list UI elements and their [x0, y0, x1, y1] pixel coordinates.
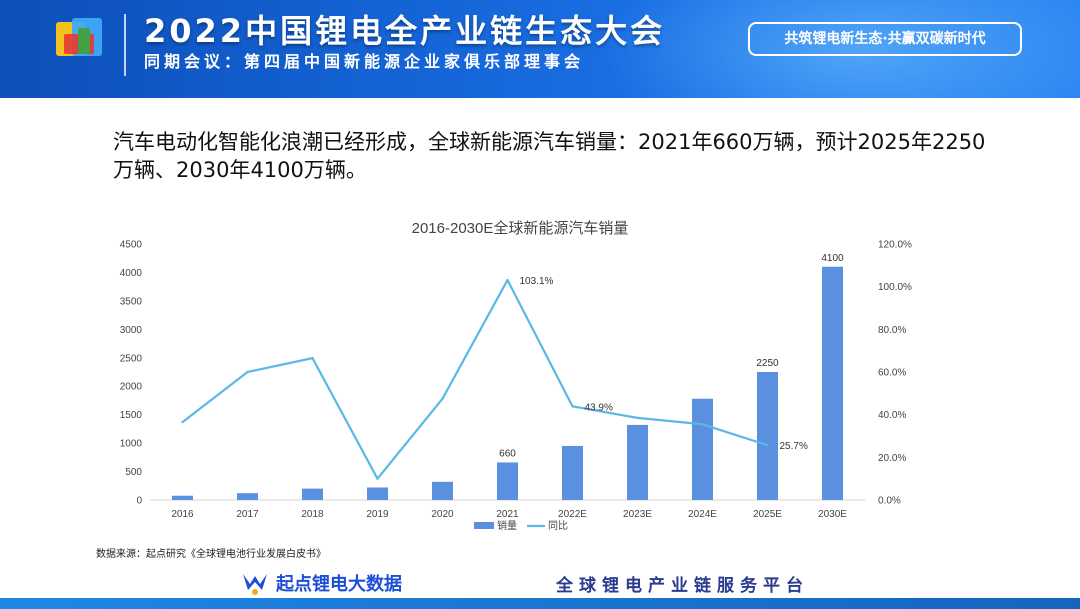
growth-point-2024E [701, 423, 704, 426]
bar-2030E [822, 266, 843, 500]
x-tick-label: 2019 [366, 509, 389, 520]
growth-point-2020 [441, 397, 444, 400]
y-left-tick-label: 1500 [120, 410, 143, 421]
header-glow [600, 0, 1080, 98]
platform-slogan: 全球锂电产业链服务平台 [556, 576, 809, 596]
sales-chart: 2016-2030E全球新能源汽车销量 0 500 1000 1500 2000 2500 3… [120, 219, 912, 532]
y-left-tick-label: 0 [136, 496, 142, 507]
y-right-tick-label: 100.0% [878, 282, 912, 293]
bar-data-label: 4100 [821, 253, 844, 264]
growth-point-2021 [506, 278, 509, 282]
bar-2016 [172, 495, 193, 500]
line-data-label: 25.7% [780, 441, 808, 452]
x-tick-label: 2021 [496, 509, 519, 520]
bar-data-label: 2250 [756, 358, 779, 369]
bar-2021 [497, 462, 518, 500]
x-tick-label: 2023E [623, 509, 652, 520]
footer-bar [0, 598, 1080, 609]
y-left-tick-label: 4500 [120, 240, 143, 251]
growth-line [181, 278, 768, 480]
growth-point-2016 [181, 420, 184, 424]
x-tick-label: 2030E [818, 509, 847, 520]
y-left-tick-label: 2000 [120, 382, 143, 393]
chart-title: 2016-2030E全球新能源汽车销量 [412, 219, 629, 237]
legend-bar-label: 销量 [497, 519, 517, 532]
x-tick-label: 2024E [688, 509, 717, 520]
bar-2017 [237, 493, 258, 500]
data-source-note: 数据来源：起点研究《全球锂电池行业发展白皮书》 [96, 549, 326, 560]
bar-2023E [627, 424, 648, 500]
y-left-tick-label: 500 [125, 467, 142, 478]
line-data-label: 103.1% [520, 276, 554, 287]
bar-2020 [432, 481, 453, 500]
growth-point-2023E [636, 416, 639, 420]
brand-name: 起点锂电大数据 [276, 574, 402, 595]
y-right-tick-label: 60.0% [878, 368, 906, 379]
conference-logo-icon [56, 18, 104, 62]
conference-subtitle: 同期会议：第四届中国新能源企业家俱乐部理事会 [144, 52, 585, 71]
bar-2022E [562, 445, 583, 500]
x-tick-label: 2018 [301, 509, 324, 520]
y-left-tick-label: 3000 [120, 325, 143, 336]
y-left-tick-label: 1000 [120, 439, 143, 450]
x-tick-label: 2017 [236, 509, 259, 520]
header-banner: 2022中国锂电全产业链生态大会 同期会议：第四届中国新能源企业家俱乐部理事会 … [0, 0, 1080, 98]
growth-point-2019 [376, 477, 379, 480]
y-right-tick-label: 20.0% [878, 453, 906, 464]
slide-headline: 汽车电动化智能化浪潮已经形成，全球新能源汽车销量：2021年660万辆，预计20… [113, 130, 986, 182]
growth-point-2017 [246, 370, 249, 374]
bar-2018 [302, 488, 323, 500]
growth-point-2022E [571, 405, 574, 408]
y-left-tick-label: 4000 [120, 268, 143, 279]
y-left-tick-label: 2500 [120, 353, 143, 364]
slogan-badge: 共筑锂电新生态·共赢双碳新时代 [748, 22, 1022, 56]
y-right-tick-label: 120.0% [878, 240, 912, 251]
header-divider [124, 14, 126, 76]
line-data-label: 43.9% [585, 402, 613, 413]
bar-2024E [692, 398, 713, 500]
bar-2019 [367, 487, 388, 500]
x-tick-label: 2025E [753, 509, 782, 520]
x-tick-label: 2020 [431, 509, 454, 520]
y-right-tick-label: 80.0% [878, 325, 906, 336]
x-tick-label: 2022E [558, 509, 587, 520]
y-right-tick-label: 40.0% [878, 410, 906, 421]
growth-point-2025E [766, 443, 769, 447]
conference-title: 2022中国锂电全产业链生态大会 [144, 12, 666, 50]
bar-data-label: 660 [499, 448, 516, 459]
legend-bar-swatch [474, 522, 494, 529]
bar-2025E [757, 372, 778, 500]
x-tick-label: 2016 [171, 509, 194, 520]
brand-logo-icon [243, 574, 267, 595]
y-left-tick-label: 3500 [120, 296, 143, 307]
y-right-tick-label: 0.0% [878, 496, 901, 507]
growth-point-2018 [311, 356, 314, 360]
legend-line-label: 同比 [548, 520, 568, 532]
brand-footer: 起点锂电大数据 [240, 568, 402, 598]
